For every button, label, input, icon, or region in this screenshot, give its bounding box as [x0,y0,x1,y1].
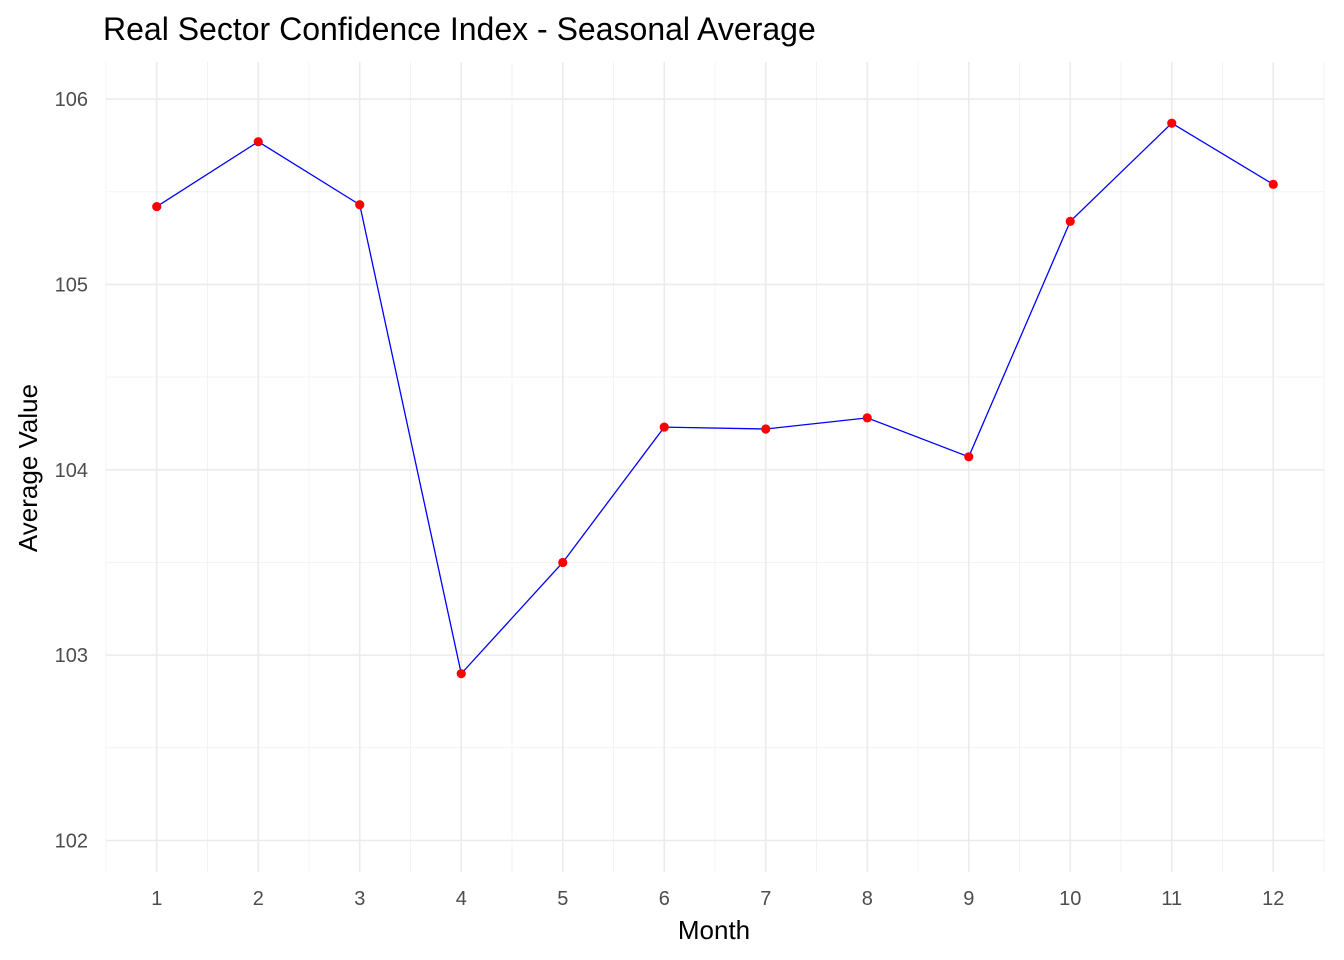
x-tick-label: 4 [456,888,467,910]
y-axis-title: Average Value [13,384,43,552]
data-point [964,452,974,462]
data-point [1268,179,1278,189]
data-point [355,200,365,210]
y-axis-ticks: 102 103 104 105 106 [55,89,88,852]
data-point [1065,216,1075,227]
y-tick-label: 106 [55,89,88,111]
x-tick-label: 9 [963,888,974,910]
x-tick-label: 5 [557,888,568,910]
x-axis-ticks: 1 2 3 4 5 6 7 8 9 10 11 12 [151,888,1284,910]
grid [105,62,1325,872]
data-point [1167,118,1177,128]
y-tick-label: 103 [55,645,88,667]
data-point [862,413,872,423]
x-axis-title: Month [678,915,750,945]
data-points [152,118,1278,679]
y-tick-label: 104 [55,460,88,482]
x-tick-label: 7 [760,888,771,910]
x-tick-label: 3 [354,888,365,910]
x-tick-label: 12 [1262,888,1284,910]
series-line-layer [156,122,1274,676]
data-point [761,424,771,434]
x-tick-label: 8 [862,888,873,910]
data-point [152,201,162,212]
data-point [558,557,568,568]
x-tick-label: 2 [253,888,264,910]
x-tick-label: 10 [1059,888,1081,910]
x-tick-label: 6 [659,888,670,910]
data-point [659,422,669,432]
y-tick-label: 105 [55,274,88,296]
data-point [456,669,466,679]
data-point [253,137,263,147]
x-tick-label: 11 [1161,888,1182,910]
x-tick-label: 1 [151,888,162,910]
chart-title: Real Sector Confidence Index - Seasonal … [103,11,816,47]
series-line [156,122,1274,676]
y-tick-label: 102 [55,830,88,852]
